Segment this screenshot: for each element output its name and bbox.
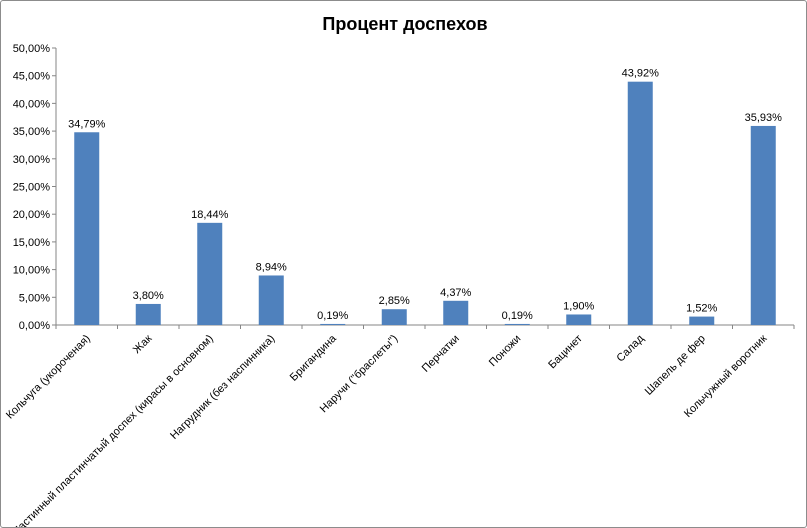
data-label: 4,37% — [440, 287, 471, 299]
data-label: 35,93% — [745, 112, 783, 124]
y-tick-label: 10,00% — [13, 265, 51, 277]
bar — [689, 316, 715, 325]
data-label: 0,19% — [317, 310, 348, 322]
data-label: 43,92% — [622, 68, 660, 80]
y-tick-label: 50,00% — [13, 43, 51, 55]
x-tick-label: Шапель де фер — [643, 333, 708, 398]
bar — [566, 314, 592, 325]
y-tick-label: 0,00% — [19, 320, 50, 332]
y-tick-label: 25,00% — [13, 182, 51, 194]
data-label: 8,94% — [256, 261, 287, 273]
x-tick-label: Кольчуга (укороченая) — [4, 333, 93, 422]
x-tick-label: Бацинет — [546, 333, 585, 372]
data-label: 1,90% — [563, 300, 594, 312]
x-tick-label: Жак — [131, 333, 155, 357]
x-tick-label: Салад — [614, 332, 646, 364]
y-tick-label: 20,00% — [13, 209, 51, 221]
x-tick-label: Перчатки — [420, 333, 462, 375]
x-tick-label: Бригандина — [288, 332, 340, 384]
data-label: 18,44% — [191, 209, 229, 221]
data-label: 1,52% — [686, 303, 717, 315]
y-tick-label: 40,00% — [13, 98, 51, 110]
bar — [135, 303, 161, 325]
bar — [258, 275, 284, 325]
bar — [627, 81, 653, 325]
bar — [443, 300, 469, 325]
bar — [320, 323, 346, 325]
bar — [750, 125, 776, 325]
data-label: 3,80% — [133, 290, 164, 302]
y-tick-label: 45,00% — [13, 71, 51, 83]
y-tick-label: 15,00% — [13, 237, 51, 249]
y-tick-label: 30,00% — [13, 154, 51, 166]
y-tick-label: 35,00% — [13, 126, 51, 138]
data-label: 34,79% — [68, 118, 106, 130]
bar — [504, 323, 530, 325]
x-tick-label: Нагрудник (без наспинника) — [168, 333, 277, 442]
bar — [381, 309, 407, 325]
data-label: 2,85% — [379, 295, 410, 307]
y-tick-label: 5,00% — [19, 292, 50, 304]
chart-title: Процент доспехов — [322, 14, 487, 34]
bar — [74, 132, 100, 325]
data-label: 0,19% — [502, 310, 533, 322]
x-tick-label: Поножи — [487, 333, 523, 369]
bar — [197, 222, 223, 325]
